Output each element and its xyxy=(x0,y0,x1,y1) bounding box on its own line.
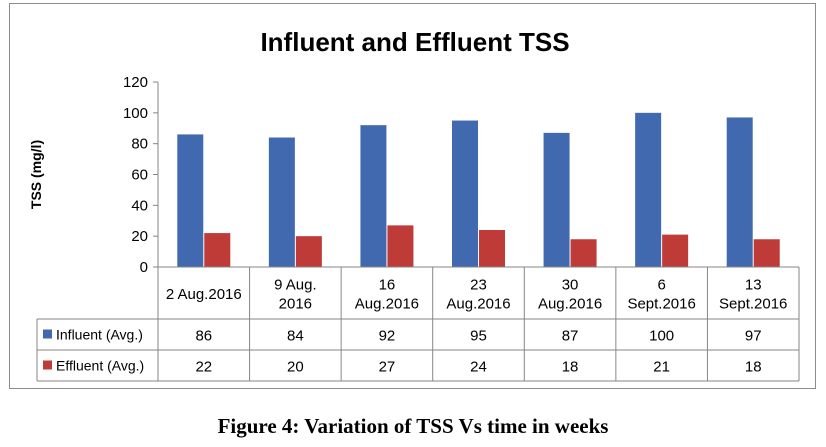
x-category-label: Aug.2016 xyxy=(538,296,602,313)
bar-influent xyxy=(635,112,662,267)
bar-effluent xyxy=(479,230,505,267)
data-label: 27 xyxy=(379,359,396,376)
data-label: 20 xyxy=(287,359,304,376)
chart-title: Influent and Effluent TSS xyxy=(260,27,569,57)
y-tick-label: 20 xyxy=(131,228,148,245)
bar-effluent xyxy=(662,234,689,267)
tss-bar-chart: Influent and Effluent TSS TSS (mg/l) 0 20 40… xyxy=(28,27,800,382)
x-category-label: 16 xyxy=(379,277,396,294)
bar-effluent xyxy=(753,239,780,267)
bar-effluent xyxy=(387,225,414,267)
bar-influent xyxy=(268,137,295,267)
y-tick-label: 0 xyxy=(140,259,148,276)
data-label: 21 xyxy=(653,359,670,376)
x-category-label: 23 xyxy=(470,277,487,294)
data-label: 84 xyxy=(287,328,304,345)
data-label: 92 xyxy=(379,328,396,345)
bar-influent xyxy=(177,134,204,267)
y-axis-label: TSS (mg/l) xyxy=(28,140,44,209)
bar-effluent xyxy=(570,239,597,267)
y-tick-label: 120 xyxy=(123,74,148,91)
y-tick-label: 40 xyxy=(131,197,148,214)
data-label: 95 xyxy=(470,328,487,345)
bar-effluent xyxy=(204,233,231,267)
x-category-label: 30 xyxy=(562,277,579,294)
bar-influent xyxy=(543,132,570,267)
bar-effluent xyxy=(295,236,322,267)
data-label: 86 xyxy=(195,328,212,345)
data-label: 18 xyxy=(745,359,762,376)
data-label: 97 xyxy=(745,328,762,345)
bar-influent xyxy=(726,117,753,267)
y-tick-label: 60 xyxy=(131,167,148,184)
bar-influent xyxy=(360,125,387,268)
x-category-label: 6 xyxy=(657,277,665,294)
x-category-label: 2016 xyxy=(279,296,312,313)
figure-caption: Figure 4: Variation of TSS Vs time in we… xyxy=(217,414,609,438)
x-category-label: Sept.2016 xyxy=(719,296,787,313)
legend-label: Effluent (Avg.) xyxy=(56,358,144,374)
x-category-label: 2 Aug.2016 xyxy=(166,286,242,303)
x-category-label: Sept.2016 xyxy=(627,296,695,313)
legend-key-effluent xyxy=(43,360,52,370)
x-category-label: Aug.2016 xyxy=(355,296,419,313)
x-category-label: 13 xyxy=(745,277,762,294)
bar-influent xyxy=(452,120,478,268)
data-label: 22 xyxy=(195,359,212,376)
chart-frame: Influent and Effluent TSS TSS (mg/l) 0 20 40… xyxy=(9,3,816,389)
data-label: 100 xyxy=(649,328,674,345)
x-category-label: Aug.2016 xyxy=(446,296,510,313)
y-tick-label: 100 xyxy=(123,105,148,122)
legend-key-influent xyxy=(43,329,52,339)
x-category-label: 9 Aug. xyxy=(274,277,317,294)
legend-label: Influent (Avg.) xyxy=(56,327,143,343)
data-label: 24 xyxy=(470,359,487,376)
y-tick-label: 80 xyxy=(131,136,148,153)
data-label: 87 xyxy=(562,328,579,345)
data-label: 18 xyxy=(562,359,579,376)
